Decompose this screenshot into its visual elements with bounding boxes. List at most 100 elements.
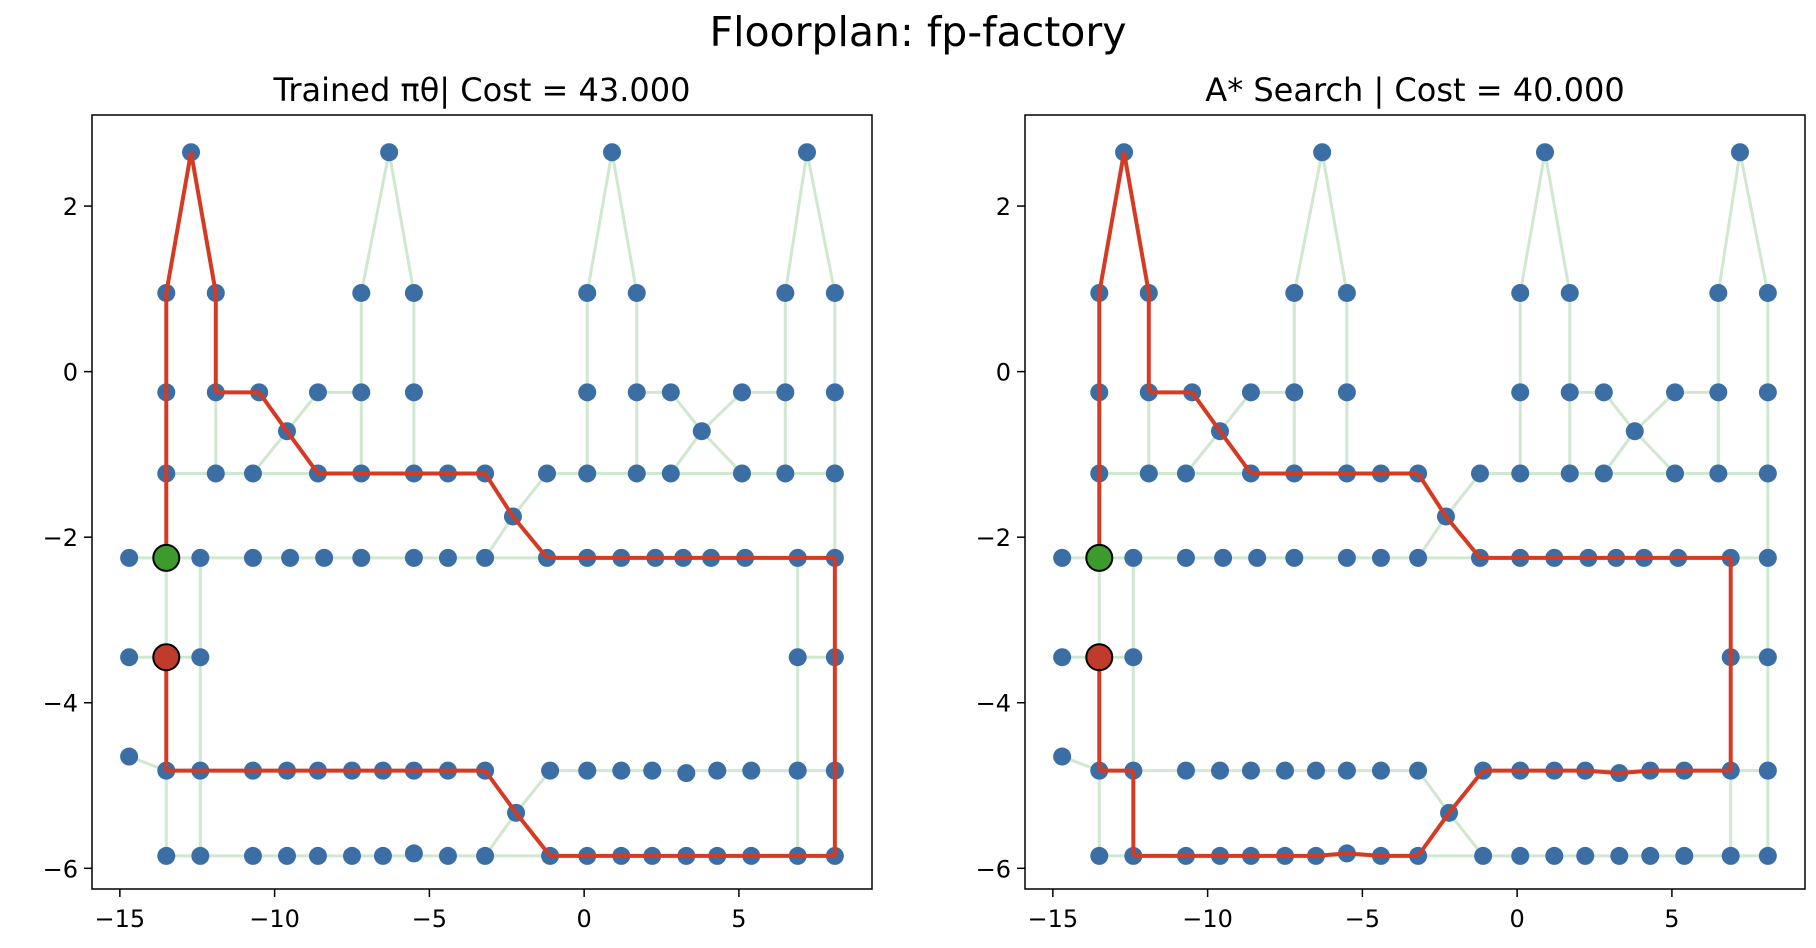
- graph-node: [352, 383, 371, 402]
- path-segment: [257, 391, 289, 433]
- graph-node: [1409, 761, 1428, 780]
- graph-node: [1709, 464, 1728, 483]
- y-tick-label: −2: [976, 524, 1011, 552]
- graph-node: [1214, 548, 1233, 567]
- graph-node: [1709, 283, 1728, 302]
- x-tick-label: 0: [577, 905, 592, 933]
- graph-node: [1758, 464, 1777, 483]
- subplot-trained-policy: Trained πθ| Cost = 43.000 −15 −10 −5 0 5 20−…: [43, 71, 873, 933]
- x-tick-label: −5: [1345, 905, 1380, 933]
- y-tick-label: −4: [43, 690, 78, 718]
- graph-node: [1471, 464, 1489, 483]
- graph-node: [1758, 648, 1777, 667]
- axes-frame: [91, 114, 873, 890]
- path-arrows: [163, 151, 838, 859]
- graph-node: [1511, 846, 1530, 865]
- endpoint-markers: [152, 543, 181, 672]
- y-axis-ticks: 2 0 −2 −4 −6: [976, 193, 1025, 883]
- path-segment: [1447, 769, 1485, 815]
- graph-node: [191, 548, 210, 567]
- graph-node: [380, 143, 399, 162]
- graph-node: [1731, 143, 1749, 162]
- graph-node: [1560, 464, 1579, 483]
- graph-edge: [783, 152, 809, 294]
- graph-node: [1545, 846, 1564, 865]
- graph-node: [1758, 548, 1777, 567]
- graph-node: [1285, 283, 1304, 302]
- path-segment: [514, 811, 552, 858]
- graph-node: [476, 846, 495, 865]
- graph-node: [612, 761, 631, 780]
- graph-node: [627, 383, 646, 402]
- graph-node: [788, 761, 807, 780]
- path-segment: [189, 151, 218, 294]
- graph-edge: [1184, 430, 1222, 475]
- graph-node: [798, 143, 816, 162]
- graph-node: [541, 761, 560, 780]
- graph-node: [1641, 846, 1660, 865]
- y-tick-label: −4: [976, 690, 1011, 718]
- graph-node: [404, 383, 423, 402]
- graph-node: [373, 846, 392, 865]
- graph-node: [1666, 383, 1684, 402]
- graph-node: [1371, 761, 1390, 780]
- graph-node: [692, 422, 711, 441]
- y-tick-label: 2: [996, 193, 1011, 221]
- graph-node: [708, 761, 727, 780]
- graph-node: [733, 464, 751, 483]
- graph-node: [1313, 143, 1332, 162]
- graph-node: [1241, 383, 1260, 402]
- graph-node: [1337, 383, 1356, 402]
- graph-node: [661, 383, 680, 402]
- graph-edge: [511, 472, 549, 518]
- x-axis-ticks: −15 −10 −5 0 5: [1028, 889, 1680, 933]
- graph-node: [404, 548, 423, 567]
- graph-node: [538, 464, 556, 483]
- graph-node: [1709, 383, 1728, 402]
- graph-node: [627, 464, 646, 483]
- figure-title: Floorplan: fp-factory: [709, 8, 1126, 56]
- path-segment: [1444, 515, 1482, 560]
- graph-edge: [805, 151, 837, 294]
- start-marker: [1085, 543, 1114, 572]
- graph-node: [643, 761, 662, 780]
- graph-node: [1248, 548, 1267, 567]
- graph-node: [1666, 464, 1684, 483]
- graph-node: [1241, 761, 1260, 780]
- graph-node: [1176, 464, 1195, 483]
- y-tick-label: −6: [976, 855, 1011, 883]
- path-segment: [1097, 151, 1127, 294]
- graph-node: [1474, 846, 1493, 865]
- graph-node: [1758, 846, 1777, 865]
- graph-edge: [251, 430, 289, 475]
- graph-node: [1576, 846, 1595, 865]
- graph-node: [404, 844, 423, 863]
- graph-node: [191, 648, 210, 667]
- path-segment: [1218, 430, 1253, 475]
- graph-node: [308, 383, 327, 402]
- graph-node: [281, 548, 300, 567]
- graph-node: [1758, 283, 1777, 302]
- graph-node: [206, 464, 225, 483]
- graph-node: [191, 846, 210, 865]
- graph-node: [438, 548, 457, 567]
- graph-node: [1053, 548, 1072, 567]
- y-axis-ticks: 2 0 −2 −4 −6: [43, 193, 92, 883]
- graph-edge: [1447, 811, 1485, 857]
- path-segment: [285, 430, 320, 475]
- graph-node: [1536, 143, 1554, 162]
- graph-node: [308, 846, 327, 865]
- graph-node: [352, 283, 371, 302]
- graph-node: [1285, 383, 1304, 402]
- graph-edge: [514, 769, 552, 814]
- graph-node: [603, 143, 621, 162]
- path-segment: [483, 472, 515, 518]
- graph-node: [1124, 548, 1143, 567]
- graph-node: [1409, 548, 1428, 567]
- graph-edge: [1320, 151, 1349, 294]
- graph-node: [120, 747, 139, 766]
- subplot-title: A* Search | Cost = 40.000: [1205, 71, 1624, 109]
- graph-node: [1371, 548, 1390, 567]
- path-segment: [1416, 811, 1451, 858]
